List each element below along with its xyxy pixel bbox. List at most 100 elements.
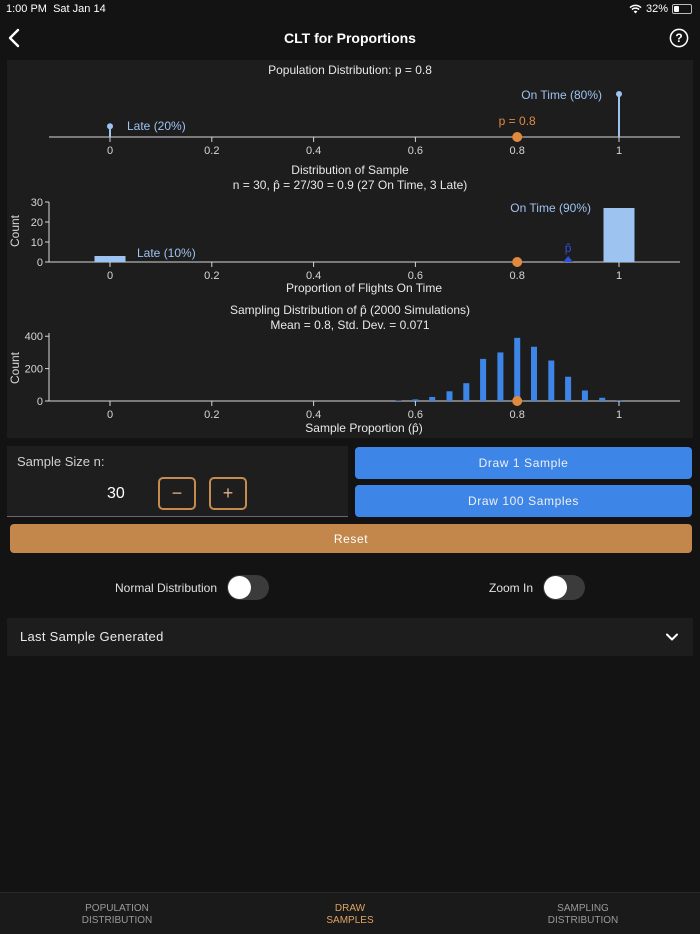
sample-size-value: 30 — [107, 485, 125, 502]
draw-hundred-samples-button[interactable]: Draw 100 Samples — [355, 485, 692, 517]
page-title: CLT for Proportions — [284, 30, 416, 46]
x-tick-label: 0 — [107, 145, 113, 157]
y-tick-label: 20 — [31, 217, 43, 229]
reset-button[interactable]: Reset — [10, 524, 692, 553]
sampling-bar — [548, 360, 555, 401]
nav-bar: CLT for Proportions ? — [0, 20, 700, 58]
last-sample-accordion[interactable]: Last Sample Generated — [7, 618, 693, 656]
sampling-bar — [429, 396, 436, 401]
x-tick-label: 0.2 — [204, 409, 219, 421]
sampling-bar — [514, 337, 521, 401]
chart-subtitle: Mean = 0.8, Std. Dev. = 0.071 — [270, 318, 430, 332]
y-axis-label: Count — [8, 351, 22, 384]
sample-label-on-time: On Time (90%) — [510, 201, 591, 215]
sampling-bar — [581, 390, 588, 401]
tab-label-line1: POPULATION — [85, 903, 149, 914]
sampling-bar — [497, 352, 504, 401]
status-clock: 1:00 PM Sat Jan 14 — [6, 3, 106, 15]
sampling-bar — [412, 399, 419, 401]
x-tick-label: 0.4 — [306, 409, 321, 421]
tab-label-line1: SAMPLING — [557, 903, 609, 914]
sampling-bar — [599, 397, 606, 401]
tab-label-line2: DISTRIBUTION — [81, 915, 153, 926]
status-bar: 1:00 PM Sat Jan 14 32% — [0, 0, 700, 18]
sampling-bar — [446, 391, 453, 401]
y-tick-label: 200 — [25, 364, 43, 376]
x-axis-label: Sample Proportion (p̂) — [305, 421, 422, 435]
charts-panel: Population Distribution: p = 0.8 0 0.2 0.4 0… — [7, 60, 693, 438]
x-tick-label: 0.4 — [306, 270, 321, 282]
sampling-bar — [463, 383, 470, 401]
chart-title: Population Distribution: p = 0.8 — [268, 63, 432, 77]
y-tick-label: 0 — [37, 257, 43, 269]
sampling-bar — [565, 376, 572, 401]
status-indicators: 32% — [629, 3, 692, 15]
tab-label-line2: DISTRIBUTION — [547, 915, 619, 926]
normal-distribution-row: Normal Distribution — [115, 575, 270, 600]
sampling-bar — [530, 346, 537, 401]
chart-title: Distribution of Sample — [291, 163, 409, 177]
x-tick-label: 0.4 — [306, 145, 321, 157]
chevron-down-icon — [666, 633, 678, 641]
x-tick-label: 0.8 — [510, 270, 525, 282]
draw-one-sample-button[interactable]: Draw 1 Sample — [355, 447, 692, 479]
sample-bar — [94, 256, 126, 262]
x-tick-label: 0.6 — [408, 270, 423, 282]
zoom-in-row: Zoom In — [489, 575, 586, 600]
help-button[interactable]: ? — [669, 28, 689, 48]
sample-size-label: Sample Size n: — [17, 454, 105, 469]
x-tick-label: 0.2 — [204, 145, 219, 157]
battery-icon — [672, 4, 692, 14]
x-tick-label: 1 — [616, 145, 622, 157]
chart-subtitle: n = 30, p̂ = 27/30 = 0.9 (27 On Time, 3 … — [233, 178, 468, 192]
zoom-in-toggle[interactable] — [543, 575, 586, 600]
wifi-icon — [629, 4, 642, 14]
chevron-left-icon — [8, 28, 20, 48]
tab-label-line2: SAMPLES — [326, 915, 374, 926]
battery-percent: 32% — [645, 3, 668, 15]
tab-label-line1: DRAW — [334, 903, 366, 914]
x-tick-label: 0.2 — [204, 270, 219, 282]
y-tick-label: 30 — [31, 197, 43, 209]
p-marker-label: p = 0.8 — [499, 114, 536, 128]
charts-svg: Population Distribution: p = 0.8 0 0.2 0.4 0… — [8, 63, 680, 435]
decrement-button[interactable]: − — [158, 477, 196, 510]
status-time: 1:00 PM — [6, 3, 47, 15]
p-marker — [512, 396, 523, 406]
x-tick-label: 0 — [107, 409, 113, 421]
battery-fill — [674, 6, 680, 12]
y-tick-label: 10 — [31, 237, 43, 249]
chart-title: Sampling Distribution of p̂ (2000 Simula… — [230, 303, 470, 317]
sample-bar — [603, 208, 635, 262]
population-point — [616, 91, 622, 97]
population-point — [107, 123, 113, 130]
sample-size-panel: Sample Size n: 30 − + — [7, 446, 348, 517]
toggle-knob — [544, 576, 568, 599]
x-tick-label: 1 — [616, 409, 622, 421]
y-axis-label: Count — [8, 214, 22, 247]
tab-draw-samples[interactable]: DRAW SAMPLES — [275, 903, 425, 927]
status-date: Sat Jan 14 — [53, 3, 106, 15]
tab-population-distribution[interactable]: POPULATION DISTRIBUTION — [42, 903, 192, 927]
back-button[interactable] — [4, 26, 26, 50]
y-tick-label: 400 — [25, 331, 43, 343]
p-hat-marker — [563, 256, 574, 262]
population-label-late: Late (20%) — [127, 119, 186, 133]
p-hat-marker-label: p̂ — [565, 241, 572, 255]
normal-distribution-toggle[interactable] — [227, 575, 270, 600]
x-tick-label: 1 — [616, 270, 622, 282]
normal-distribution-label: Normal Distribution — [115, 580, 218, 595]
zoom-in-label: Zoom In — [489, 580, 534, 595]
x-tick-label: 0.8 — [510, 409, 525, 421]
increment-button[interactable]: + — [209, 477, 247, 510]
x-tick-label: 0.6 — [408, 145, 423, 157]
question-circle-icon: ? — [669, 28, 689, 48]
p-marker — [512, 257, 523, 267]
accordion-title: Last Sample Generated — [20, 629, 164, 644]
x-axis-label: Proportion of Flights On Time — [286, 281, 442, 295]
tab-sampling-distribution[interactable]: SAMPLING DISTRIBUTION — [508, 903, 658, 927]
tab-bar: POPULATION DISTRIBUTION DRAW SAMPLES SAM… — [0, 892, 700, 934]
sample-label-late: Late (10%) — [137, 246, 196, 260]
x-tick-label: 0 — [107, 270, 113, 282]
toggle-knob — [228, 576, 252, 599]
